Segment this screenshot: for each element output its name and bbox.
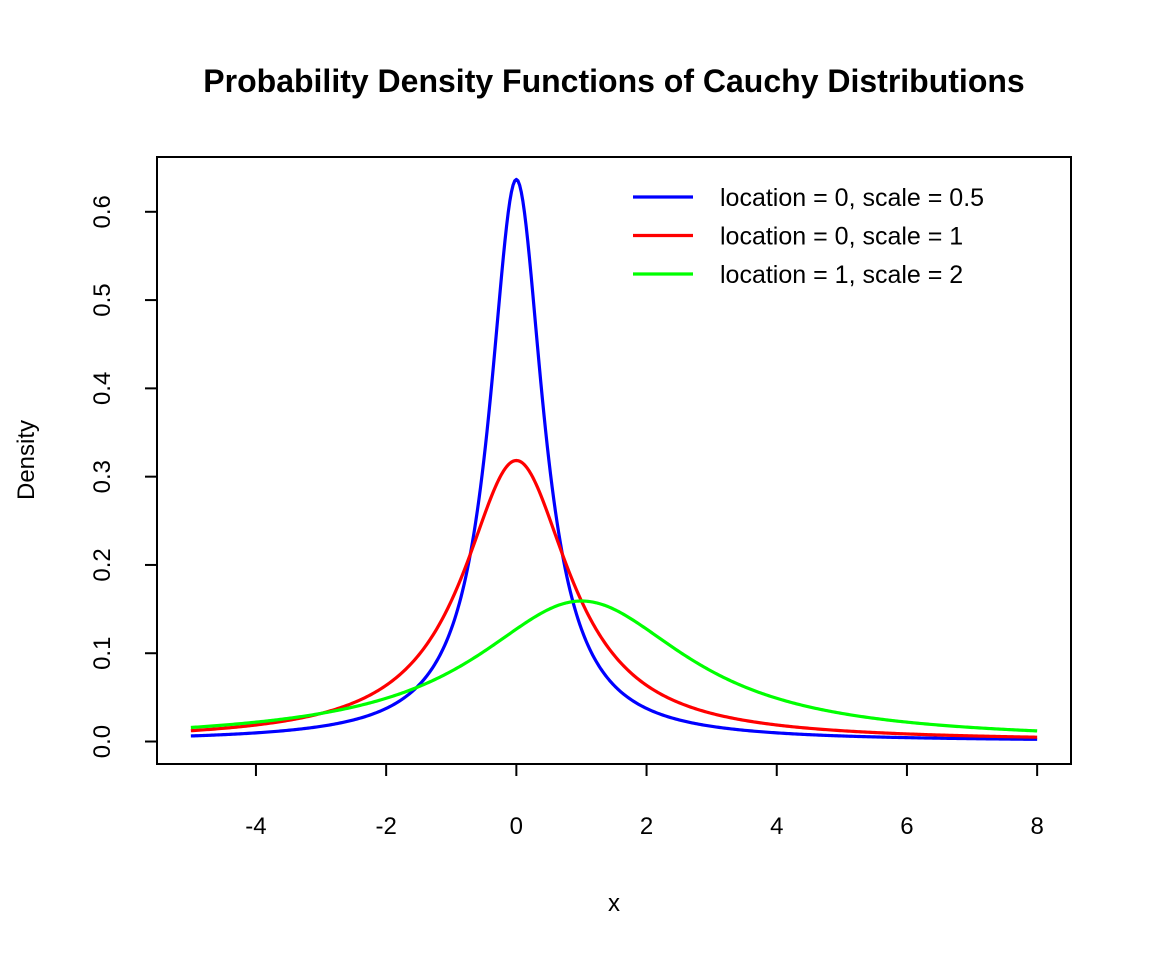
series-line-3 [190, 599, 1038, 733]
series-line-1 [190, 177, 1038, 741]
x-axis: -4 -2 0 2 4 6 8 [245, 763, 1044, 840]
x-axis-label: x [608, 890, 620, 917]
legend-label-3: location = 1, scale = 2 [720, 261, 963, 289]
x-tick-label: 0 [510, 813, 523, 840]
x-tick-label: 2 [640, 813, 653, 840]
legend: location = 0, scale = 0.5 location = 0, s… [633, 184, 984, 289]
y-tick-label: 0.1 [89, 637, 116, 670]
series-lines [190, 177, 1038, 741]
legend-label-1: location = 0, scale = 0.5 [720, 184, 984, 212]
y-tick-label: 0.4 [89, 372, 116, 405]
y-tick-label: 0.0 [89, 725, 116, 758]
x-tick-label: -2 [375, 813, 396, 840]
x-tick-label: -4 [245, 813, 266, 840]
series-line-2 [190, 458, 1038, 739]
y-axis-label: Density [13, 420, 40, 500]
y-axis: 0.0 0.1 0.2 0.3 0.4 0.5 0.6 [89, 195, 158, 758]
chart-title: Probability Density Functions of Cauchy … [203, 63, 1024, 99]
legend-label-2: location = 0, scale = 1 [720, 223, 963, 251]
x-tick-label: 6 [900, 813, 913, 840]
y-tick-label: 0.6 [89, 195, 116, 228]
x-tick-label: 8 [1030, 813, 1043, 840]
y-tick-label: 0.2 [89, 548, 116, 581]
y-tick-label: 0.3 [89, 460, 116, 493]
x-tick-label: 4 [770, 813, 783, 840]
y-tick-label: 0.5 [89, 283, 116, 316]
